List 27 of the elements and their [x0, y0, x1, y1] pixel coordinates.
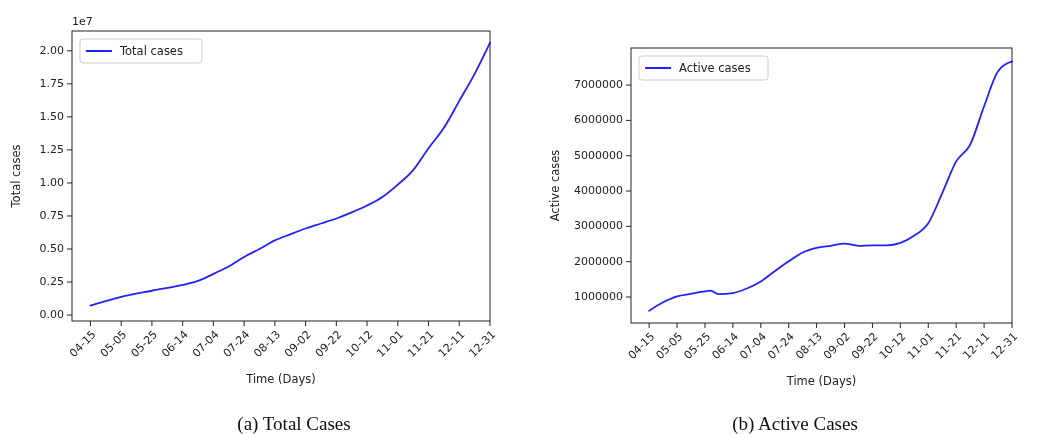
y-tick-label: 5000000 [574, 148, 623, 162]
y-axis-title: Total cases [9, 144, 23, 209]
legend-label: Total cases [119, 43, 183, 58]
y-tick-label: 1.75 [39, 76, 64, 90]
y-tick-label: 2.00 [39, 43, 64, 57]
y-tick-label: 1.00 [39, 175, 64, 189]
y-tick-label: 2000000 [574, 254, 623, 268]
y-tick-label: 0.00 [39, 308, 64, 322]
y-tick-label: 0.50 [39, 242, 64, 255]
text: 1e7 [72, 15, 93, 28]
y-tick-label: 4000000 [574, 184, 623, 198]
y-axis-title: Active cases [548, 149, 562, 222]
x-axis-title: Time (Days) [785, 374, 857, 388]
y-tick-label: 1000000 [574, 290, 623, 303]
y-tick-label: 0.75 [39, 208, 64, 222]
x-axis-title: Time (Days) [245, 372, 316, 386]
y-tick-label: 6000000 [574, 113, 623, 127]
y-tick-label: 1.50 [39, 109, 64, 123]
line-series [648, 60, 1013, 312]
y-tick-label: 7000000 [574, 78, 623, 92]
line-series [89, 41, 491, 307]
legend-label: Active cases [679, 60, 751, 75]
text: (b) Active Cases [732, 413, 858, 434]
y-tick-label: 1.25 [39, 142, 64, 156]
y-tick-label: 3000000 [574, 219, 623, 233]
text: (a) Total Cases [237, 413, 351, 434]
y-tick-label: 0.25 [39, 275, 64, 289]
